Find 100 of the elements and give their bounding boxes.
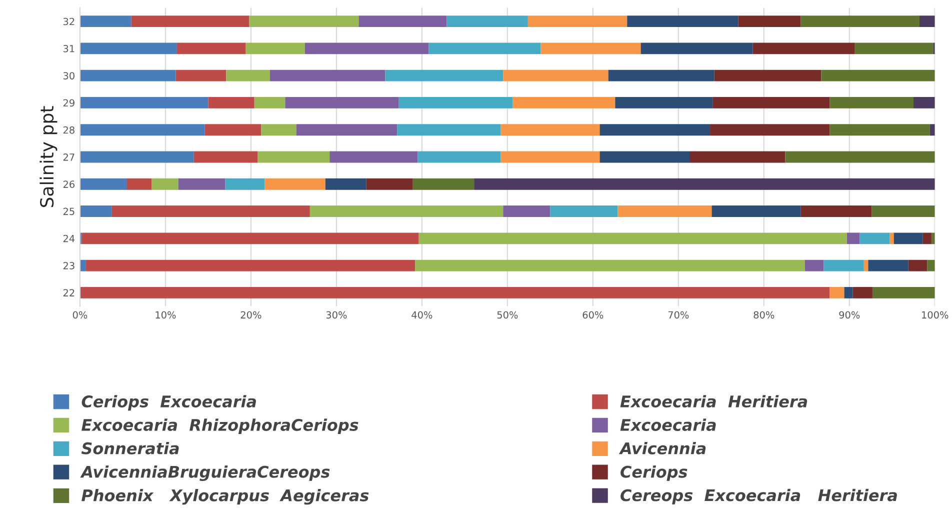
bar <box>738 16 801 28</box>
bar <box>80 286 830 298</box>
bar <box>854 42 934 54</box>
bar <box>640 42 753 54</box>
bar <box>894 232 923 244</box>
x-tick-label: 100% <box>922 311 948 319</box>
bar <box>712 206 801 217</box>
x-tick-label: 80% <box>754 311 774 319</box>
bar <box>126 178 152 190</box>
bar <box>908 260 928 272</box>
bar <box>296 124 398 136</box>
legend-label: Sonneratia <box>81 442 179 454</box>
bar <box>246 42 305 54</box>
bar <box>310 206 504 217</box>
bar <box>512 97 616 108</box>
bar <box>550 206 618 217</box>
bar <box>131 16 250 28</box>
bar <box>860 232 890 244</box>
legend-label: AvicenniaBruguieraCereops <box>80 465 330 482</box>
legend-label: Avicennia <box>618 442 706 454</box>
y-tick-label: 27 <box>63 153 74 161</box>
bar <box>627 16 738 28</box>
y-tick-label: 31 <box>63 44 74 52</box>
bar <box>804 260 824 272</box>
bar <box>714 70 822 82</box>
bar <box>618 206 712 217</box>
bar <box>800 16 920 28</box>
y-tick-label: 25 <box>63 208 74 216</box>
y-tick-label: 24 <box>63 234 75 242</box>
y-tick-label: 30 <box>63 72 74 80</box>
bar <box>325 178 366 190</box>
bar <box>366 178 413 190</box>
bar <box>922 232 932 244</box>
bar <box>752 42 855 54</box>
bar <box>80 97 208 108</box>
bar <box>868 260 908 272</box>
x-tick-label: 10% <box>156 311 176 319</box>
bar <box>428 42 541 54</box>
bar <box>418 232 847 244</box>
bar <box>872 286 935 298</box>
bar <box>830 286 844 298</box>
bar <box>712 97 830 108</box>
bar <box>930 124 935 136</box>
bar <box>80 70 176 82</box>
bar <box>615 97 713 108</box>
bar <box>872 206 935 217</box>
bar <box>446 16 528 28</box>
bar <box>503 206 550 217</box>
bar <box>358 16 447 28</box>
bar <box>80 16 132 28</box>
y-tick-label: 29 <box>63 99 74 107</box>
bar <box>600 124 710 136</box>
bar <box>927 260 935 272</box>
y-axis-title: Salinity ppt <box>40 106 58 208</box>
bar <box>846 232 860 244</box>
bar <box>503 70 608 82</box>
bar <box>864 260 868 272</box>
bar <box>112 206 310 217</box>
bar <box>415 260 805 272</box>
bar <box>178 178 226 190</box>
bar <box>225 178 265 190</box>
bar <box>890 232 894 244</box>
bar <box>194 151 258 163</box>
bar <box>80 206 112 217</box>
bar <box>844 286 853 298</box>
bar <box>249 16 359 28</box>
x-tick-label: 0% <box>72 311 88 319</box>
bar <box>385 70 504 82</box>
bar <box>852 286 872 298</box>
bar <box>261 124 296 136</box>
bar <box>208 97 254 108</box>
legend-label: Excoecaria RhizophoraCeriops <box>82 418 358 434</box>
bar <box>258 151 330 163</box>
bar <box>785 151 935 163</box>
bar <box>600 151 690 163</box>
bar <box>500 151 600 163</box>
bar <box>474 178 935 190</box>
bar <box>204 124 262 136</box>
y-tick-label: 32 <box>63 18 74 26</box>
bar <box>82 232 419 244</box>
bar <box>919 16 935 28</box>
bar <box>80 42 177 54</box>
x-tick-label: 50% <box>497 311 518 319</box>
x-tick-label: 70% <box>668 311 689 319</box>
x-tick-label: 60% <box>582 311 604 319</box>
bar <box>264 178 326 190</box>
y-tick-label: 23 <box>63 262 74 270</box>
bar <box>80 178 127 190</box>
bar <box>285 97 399 108</box>
bar <box>254 97 286 108</box>
x-tick-label: 40% <box>412 311 432 319</box>
bar <box>176 42 246 54</box>
bar <box>270 70 386 82</box>
bar <box>176 70 226 82</box>
bar <box>608 70 714 82</box>
bar <box>540 42 641 54</box>
bar <box>412 178 474 190</box>
x-tick-label: 20% <box>240 311 262 319</box>
legend-label: Ceriops <box>620 465 688 481</box>
bar <box>824 260 864 272</box>
